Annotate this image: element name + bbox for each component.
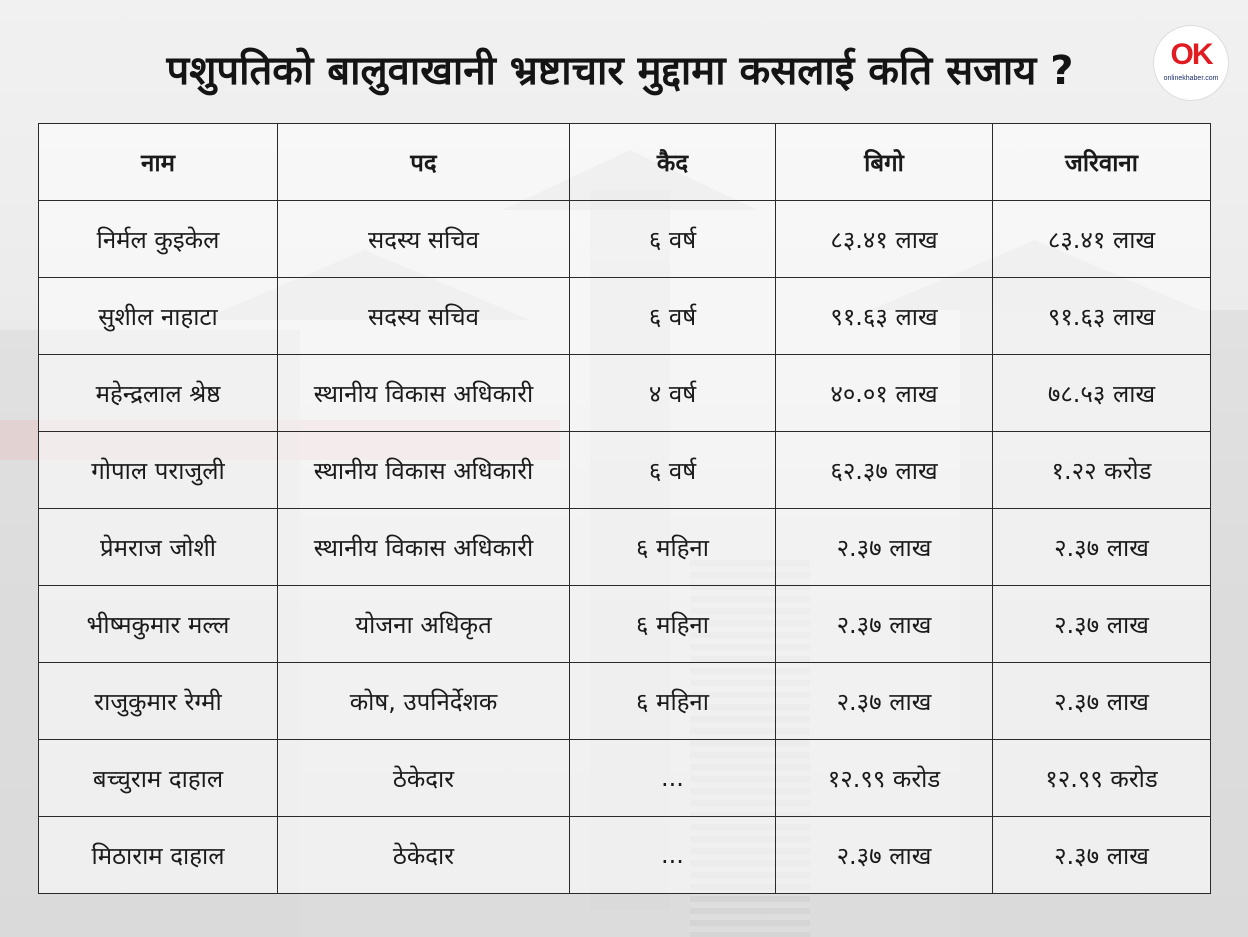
- cell-fine: २.३७ लाख: [992, 816, 1211, 894]
- logo-mark-text: OK: [1170, 38, 1214, 71]
- page-title: पशुपतिको बालुवाखानी भ्रष्टाचार मुद्दामा …: [166, 48, 1074, 94]
- table-row: मिठाराम दाहाल ठेकेदार ... २.३७ लाख २.३७ …: [38, 816, 1211, 894]
- cell-position: स्थानीय विकास अधिकारी: [277, 354, 570, 432]
- cell-imprisonment: ...: [569, 739, 776, 817]
- cell-name: महेन्द्रलाल श्रेष्ठ: [38, 354, 278, 432]
- cell-imprisonment: ६ महिना: [569, 585, 776, 663]
- cell-claim-amount: २.३७ लाख: [775, 662, 993, 740]
- table-row: महेन्द्रलाल श्रेष्ठ स्थानीय विकास अधिकार…: [38, 354, 1211, 432]
- cell-position: स्थानीय विकास अधिकारी: [277, 431, 570, 509]
- cell-position: सदस्य सचिव: [277, 200, 570, 278]
- cell-name: राजुकुमार रेग्मी: [38, 662, 278, 740]
- header-claim-amount: बिगो: [775, 123, 993, 201]
- cell-position: स्थानीय विकास अधिकारी: [277, 508, 570, 586]
- cell-imprisonment: ६ वर्ष: [569, 200, 776, 278]
- cell-name: निर्मल कुइकेल: [38, 200, 278, 278]
- cell-imprisonment: ६ महिना: [569, 662, 776, 740]
- header-imprisonment: कैद: [569, 123, 776, 201]
- table-row: भीष्मकुमार मल्ल योजना अधिकृत ६ महिना २.३…: [38, 585, 1211, 663]
- header-name: नाम: [38, 123, 278, 201]
- cell-position: सदस्य सचिव: [277, 277, 570, 355]
- table-row: बच्चुराम दाहाल ठेकेदार ... १२.९९ करोड १२…: [38, 739, 1211, 817]
- cell-fine: २.३७ लाख: [992, 662, 1211, 740]
- cell-claim-amount: ४०.०१ लाख: [775, 354, 993, 432]
- table-row: गोपाल पराजुली स्थानीय विकास अधिकारी ६ वर…: [38, 431, 1211, 509]
- cell-position: योजना अधिकृत: [277, 585, 570, 663]
- cell-name: मिठाराम दाहाल: [38, 816, 278, 894]
- cell-imprisonment: ६ वर्ष: [569, 431, 776, 509]
- cell-claim-amount: ९१.६३ लाख: [775, 277, 993, 355]
- cell-fine: १२.९९ करोड: [992, 739, 1211, 817]
- sentence-table: नाम पद कैद बिगो जरिवाना निर्मल कुइकेल सद…: [38, 123, 1211, 894]
- cell-imprisonment: ६ महिना: [569, 508, 776, 586]
- cell-claim-amount: २.३७ लाख: [775, 816, 993, 894]
- cell-name: प्रेमराज जोशी: [38, 508, 278, 586]
- cell-fine: ७८.५३ लाख: [992, 354, 1211, 432]
- table-header-row: नाम पद कैद बिगो जरिवाना: [38, 123, 1211, 201]
- onlinekhabar-logo: OK onlinekhaber.com: [1154, 26, 1228, 100]
- cell-name: गोपाल पराजुली: [38, 431, 278, 509]
- table-row: राजुकुमार रेग्मी कोष, उपनिर्देशक ६ महिना…: [38, 662, 1211, 740]
- cell-fine: १.२२ करोड: [992, 431, 1211, 509]
- cell-claim-amount: २.३७ लाख: [775, 508, 993, 586]
- cell-fine: २.३७ लाख: [992, 585, 1211, 663]
- cell-fine: ८३.४१ लाख: [992, 200, 1211, 278]
- cell-imprisonment: ४ वर्ष: [569, 354, 776, 432]
- cell-position: ठेकेदार: [277, 816, 570, 894]
- cell-claim-amount: १२.९९ करोड: [775, 739, 993, 817]
- cell-name: भीष्मकुमार मल्ल: [38, 585, 278, 663]
- cell-claim-amount: ८३.४१ लाख: [775, 200, 993, 278]
- cell-position: कोष, उपनिर्देशक: [277, 662, 570, 740]
- logo-mark: OK: [1154, 38, 1228, 72]
- table-row: प्रेमराज जोशी स्थानीय विकास अधिकारी ६ मह…: [38, 508, 1211, 586]
- cell-fine: २.३७ लाख: [992, 508, 1211, 586]
- cell-imprisonment: ...: [569, 816, 776, 894]
- table-row: सुशील नाहाटा सदस्य सचिव ६ वर्ष ९१.६३ लाख…: [38, 277, 1211, 355]
- cell-name: बच्चुराम दाहाल: [38, 739, 278, 817]
- cell-claim-amount: २.३७ लाख: [775, 585, 993, 663]
- table-row: निर्मल कुइकेल सदस्य सचिव ६ वर्ष ८३.४१ ला…: [38, 200, 1211, 278]
- cell-claim-amount: ६२.३७ लाख: [775, 431, 993, 509]
- header-fine: जरिवाना: [992, 123, 1211, 201]
- cell-position: ठेकेदार: [277, 739, 570, 817]
- logo-text: onlinekhaber.com: [1163, 75, 1219, 82]
- cell-name: सुशील नाहाटा: [38, 277, 278, 355]
- cell-imprisonment: ६ वर्ष: [569, 277, 776, 355]
- header-position: पद: [277, 123, 570, 201]
- cell-fine: ९१.६३ लाख: [992, 277, 1211, 355]
